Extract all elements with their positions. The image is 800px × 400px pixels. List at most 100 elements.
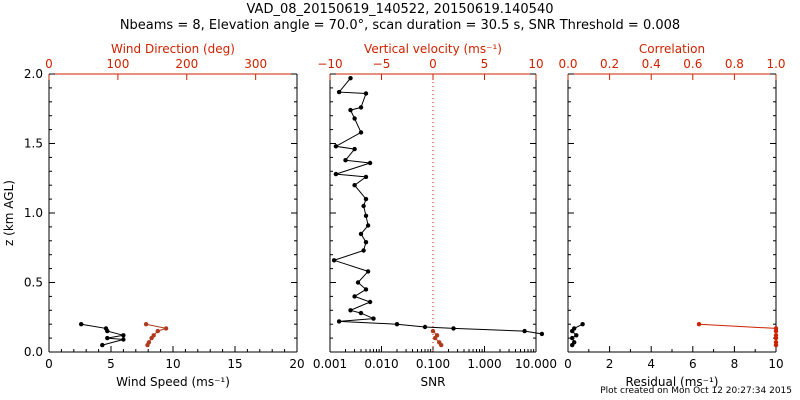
residual-point <box>574 333 579 338</box>
y-tick-label: 2.0 <box>24 67 43 81</box>
snr-x-tick-label: 1.000 <box>467 357 501 371</box>
wind-speed-point <box>105 328 110 334</box>
residual-point <box>570 335 575 341</box>
wind-speed-line <box>81 323 124 346</box>
snr-point <box>352 183 357 188</box>
snr-point <box>363 174 369 180</box>
residual-x-tick-label: 4 <box>647 357 655 371</box>
residual-x-tick-label: 0 <box>564 357 572 371</box>
residual-top-tick-label: 0.0 <box>558 57 577 71</box>
snr-x-tick-label: 10.000 <box>515 357 557 371</box>
residual-point <box>580 322 585 327</box>
residual-point <box>570 342 575 348</box>
residual-x-tick-label: 10 <box>768 357 783 371</box>
wind-x-tick-label: 5 <box>107 357 115 371</box>
wind-direction-point <box>155 328 160 334</box>
snr-point <box>365 223 371 228</box>
snr-point <box>363 213 369 218</box>
snr-point <box>352 116 357 121</box>
correlation-line <box>698 323 777 346</box>
residual-point <box>570 328 575 334</box>
snr-point <box>348 308 353 313</box>
wind-top-tick-label: 300 <box>244 57 267 71</box>
snr-point <box>422 324 428 330</box>
snr-point <box>352 294 357 299</box>
wind-xlabel: Wind Speed (ms⁻¹) <box>116 375 230 389</box>
snr-top-tick-label: −5 <box>373 57 391 71</box>
snr-point <box>333 144 339 149</box>
residual-top-tick-label: 0.8 <box>725 57 744 71</box>
snr-point <box>331 258 337 263</box>
snr-point <box>348 107 353 113</box>
snr-point <box>394 322 400 327</box>
snr-point <box>365 269 371 274</box>
vertical-velocity-point <box>432 335 438 341</box>
snr-top-tick-label: 5 <box>481 57 489 71</box>
wind-speed-point <box>100 342 105 348</box>
y-tick-label: 0.0 <box>24 345 43 359</box>
residual-top-tick-label: 1.0 <box>766 57 785 71</box>
wind-direction-point <box>143 322 149 327</box>
ylabel: z (km AGL) <box>2 180 16 246</box>
wind-top-tick-label: 100 <box>106 57 129 71</box>
snr-top-tick-label: 10 <box>528 57 543 71</box>
snr-point <box>333 171 339 177</box>
snr-xlabel: SNR <box>421 375 446 389</box>
residual-top-tick-label: 0.4 <box>642 57 661 71</box>
correlation-point <box>773 328 779 334</box>
snr-top-xlabel: Vertical velocity (ms⁻¹) <box>364 42 502 56</box>
snr-point <box>358 310 364 316</box>
y-tick-label: 1.0 <box>24 206 43 220</box>
snr-point <box>358 231 364 237</box>
snr-point <box>343 158 348 163</box>
snr-point <box>363 240 369 245</box>
snr-point <box>361 203 366 209</box>
vertical-velocity-point <box>430 328 436 334</box>
snr-top-tick-label: −10 <box>317 57 342 71</box>
snr-point <box>367 299 373 305</box>
correlation-point <box>773 335 779 341</box>
snr-point <box>363 91 369 96</box>
correlation-point <box>773 342 779 348</box>
correlation-point <box>696 322 702 327</box>
snr-point <box>539 331 545 337</box>
wind-speed-point <box>79 322 84 327</box>
wind-speed-point <box>105 335 110 341</box>
snr-point <box>363 287 369 292</box>
figure-title: VAD_08_20150619_140522, 20150619.140540 <box>246 2 554 17</box>
residual-top-tick-label: 0.2 <box>600 57 619 71</box>
snr-point <box>522 328 527 334</box>
snr-line <box>332 77 542 335</box>
snr-point <box>358 130 364 135</box>
snr-point <box>367 160 373 166</box>
snr-point <box>451 326 456 331</box>
wind-direction-point <box>149 335 154 341</box>
residual-x-tick-label: 8 <box>731 357 739 371</box>
residual-top-tick-label: 0.6 <box>683 57 702 71</box>
plot-credit: Plot created on Mon Oct 12 20:27:34 2015 <box>600 386 792 396</box>
snr-top-tick-label: 0 <box>429 57 437 71</box>
vertical-velocity-point <box>439 342 444 348</box>
residual-x-tick-label: 2 <box>606 357 614 371</box>
snr-point <box>348 76 353 81</box>
figure-subtitle: Nbeams = 8, Elevation angle = 70.0°, sca… <box>119 18 681 33</box>
residual-xlabel: Residual (ms⁻¹) <box>626 375 719 389</box>
wind-speed-point <box>121 333 126 338</box>
residual-x-tick-label: 6 <box>689 357 697 371</box>
snr-point <box>336 319 342 324</box>
snr-point <box>361 248 366 253</box>
snr-x-tick-label: 0.001 <box>313 357 347 371</box>
snr-point <box>352 146 357 152</box>
y-tick-label: 0.5 <box>24 276 43 290</box>
wind-x-tick-label: 0 <box>45 357 53 371</box>
snr-point <box>363 196 369 202</box>
wind-top-xlabel: Wind Direction (deg) <box>111 42 235 56</box>
residual-top-xlabel: Correlation <box>639 42 705 56</box>
wind-direction-point <box>163 326 169 331</box>
snr-point <box>371 316 376 321</box>
wind-direction-point <box>145 342 150 348</box>
wind-x-tick-label: 20 <box>289 357 304 371</box>
snr-point <box>358 105 364 110</box>
wind-speed-point <box>121 337 126 342</box>
